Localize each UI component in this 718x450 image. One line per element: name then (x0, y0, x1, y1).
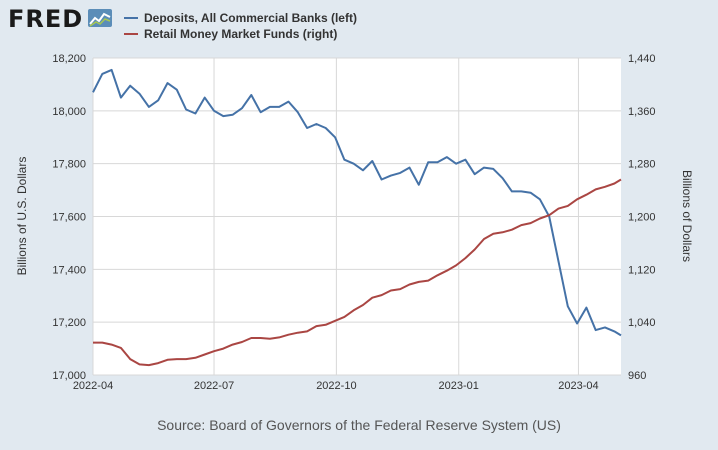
y-left-tick-label: 17,200 (52, 317, 86, 329)
y-right-tick-label: 960 (628, 370, 646, 382)
fred-graph-icon (88, 9, 112, 27)
legend-item-deposits[interactable]: Deposits, All Commercial Banks (left) (124, 10, 357, 26)
y-right-tick-label: 1,440 (628, 53, 656, 65)
y-right-tick-label: 1,120 (628, 264, 656, 276)
x-tick-label: 2022-10 (316, 380, 356, 392)
x-tick-label: 2022-07 (194, 380, 234, 392)
y-left-tick-label: 17,400 (52, 264, 86, 276)
x-tick-label: 2023-04 (558, 380, 598, 392)
legend-label-deposits: Deposits, All Commercial Banks (left) (144, 11, 357, 25)
y-axis-right-label: Billions of Dollars (680, 169, 694, 263)
legend: Deposits, All Commercial Banks (left) Re… (124, 10, 357, 42)
legend-swatch-mmf (124, 33, 138, 35)
series-line-mmf (93, 178, 622, 367)
y-right-tick-label: 1,360 (628, 106, 656, 118)
x-tick-label: 2022-04 (73, 380, 113, 392)
y-left-tick-label: 17,000 (52, 370, 86, 382)
series-lines (92, 68, 622, 367)
y-left-tick-label: 18,200 (52, 53, 86, 65)
source-note: Source: Board of Governors of the Federa… (157, 417, 561, 433)
y-right-tick-label: 1,280 (628, 159, 656, 171)
fred-logo[interactable]: FRED (8, 5, 84, 33)
y-left-tick-label: 17,600 (52, 212, 86, 224)
y-right-tick-label: 1,200 (628, 212, 656, 224)
y-right-tick-label: 1,040 (628, 317, 656, 329)
y-left-tick-label: 17,800 (52, 159, 86, 171)
series-line-deposits (92, 68, 622, 337)
legend-item-mmf[interactable]: Retail Money Market Funds (right) (124, 26, 357, 42)
y-axis-left-label: Billions of U.S. Dollars (15, 156, 29, 276)
axis-ticks: 17,000 17,200 17,400 17,600 17,800 18,000 18,2… (52, 53, 655, 392)
x-tick-label: 2023-01 (439, 380, 479, 392)
legend-label-mmf: Retail Money Market Funds (right) (144, 27, 338, 41)
y-left-tick-label: 18,000 (52, 106, 86, 118)
legend-swatch-deposits (124, 17, 138, 19)
